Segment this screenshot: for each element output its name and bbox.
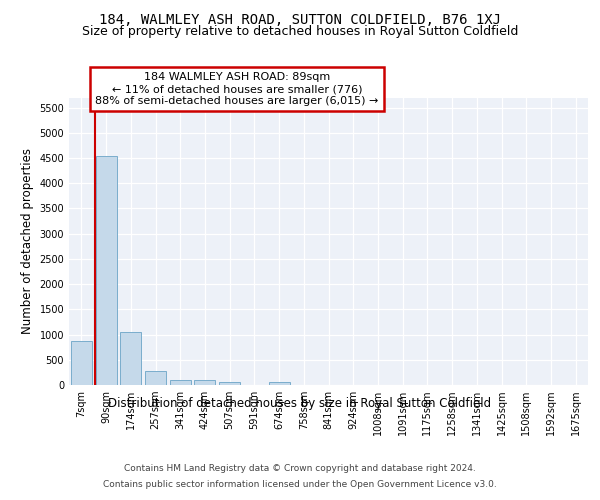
Bar <box>219 382 240 385</box>
Text: Distribution of detached houses by size in Royal Sutton Coldfield: Distribution of detached houses by size … <box>109 398 491 410</box>
Bar <box>194 380 215 385</box>
Bar <box>95 156 116 385</box>
Text: Contains public sector information licensed under the Open Government Licence v3: Contains public sector information licen… <box>103 480 497 489</box>
Bar <box>269 382 290 385</box>
Bar <box>120 332 141 385</box>
Text: Size of property relative to detached houses in Royal Sutton Coldfield: Size of property relative to detached ho… <box>82 25 518 38</box>
Text: 184 WALMLEY ASH ROAD: 89sqm
← 11% of detached houses are smaller (776)
88% of se: 184 WALMLEY ASH ROAD: 89sqm ← 11% of det… <box>95 72 379 106</box>
Y-axis label: Number of detached properties: Number of detached properties <box>21 148 34 334</box>
Text: 184, WALMLEY ASH ROAD, SUTTON COLDFIELD, B76 1XJ: 184, WALMLEY ASH ROAD, SUTTON COLDFIELD,… <box>99 12 501 26</box>
Bar <box>71 340 92 385</box>
Bar <box>170 380 191 385</box>
Bar <box>145 371 166 385</box>
Text: Contains HM Land Registry data © Crown copyright and database right 2024.: Contains HM Land Registry data © Crown c… <box>124 464 476 473</box>
